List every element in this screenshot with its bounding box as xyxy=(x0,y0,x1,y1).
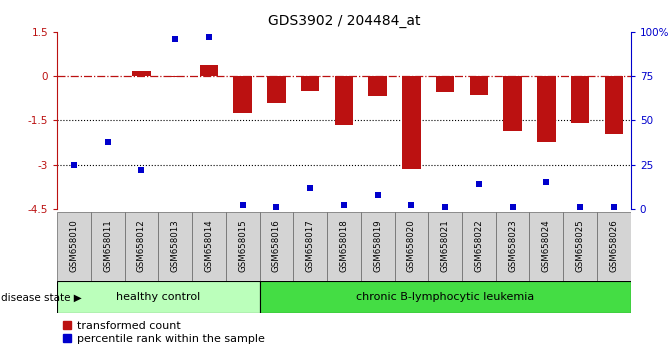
Text: GSM658023: GSM658023 xyxy=(508,219,517,272)
Point xyxy=(372,192,383,198)
Text: GSM658025: GSM658025 xyxy=(576,219,584,272)
Point xyxy=(68,162,79,167)
Point xyxy=(507,204,518,210)
Text: chronic B-lymphocytic leukemia: chronic B-lymphocytic leukemia xyxy=(356,292,534,302)
Text: GSM658018: GSM658018 xyxy=(340,219,348,272)
Bar xyxy=(361,212,395,281)
Legend: transformed count, percentile rank within the sample: transformed count, percentile rank withi… xyxy=(62,321,265,344)
Bar xyxy=(57,281,260,313)
Bar xyxy=(563,212,597,281)
Title: GDS3902 / 204484_at: GDS3902 / 204484_at xyxy=(268,14,420,28)
Bar xyxy=(537,76,556,143)
Text: disease state ▶: disease state ▶ xyxy=(1,293,82,303)
Bar xyxy=(571,76,589,123)
Bar xyxy=(132,71,151,76)
Bar xyxy=(496,212,529,281)
Bar xyxy=(301,76,319,91)
Text: GSM658011: GSM658011 xyxy=(103,219,112,272)
Point xyxy=(238,202,248,208)
Bar xyxy=(166,76,185,77)
Point xyxy=(609,204,619,210)
Bar xyxy=(605,76,623,134)
Bar xyxy=(64,75,83,76)
Text: GSM658013: GSM658013 xyxy=(170,219,180,272)
Bar xyxy=(199,65,218,76)
Bar xyxy=(470,76,488,95)
Bar xyxy=(260,281,631,313)
Text: GSM658020: GSM658020 xyxy=(407,219,416,272)
Bar xyxy=(503,76,522,131)
Text: GSM658014: GSM658014 xyxy=(205,219,213,272)
Bar xyxy=(260,212,293,281)
Text: healthy control: healthy control xyxy=(116,292,201,302)
Text: GSM658024: GSM658024 xyxy=(542,219,551,272)
Point xyxy=(575,204,586,210)
Text: GSM658010: GSM658010 xyxy=(69,219,79,272)
Bar xyxy=(293,212,327,281)
Text: GSM658015: GSM658015 xyxy=(238,219,247,272)
Bar xyxy=(436,76,454,92)
Text: GSM658017: GSM658017 xyxy=(305,219,315,272)
Bar xyxy=(192,212,225,281)
Point xyxy=(440,204,450,210)
Bar xyxy=(462,212,496,281)
Bar xyxy=(57,212,91,281)
Bar xyxy=(402,76,421,169)
Bar xyxy=(158,212,192,281)
Point xyxy=(271,204,282,210)
Text: GSM658016: GSM658016 xyxy=(272,219,281,272)
Point xyxy=(305,185,315,190)
Bar xyxy=(529,212,563,281)
Bar xyxy=(597,212,631,281)
Point xyxy=(541,179,552,185)
Point xyxy=(474,181,484,187)
Bar xyxy=(395,212,428,281)
Bar xyxy=(428,212,462,281)
Text: GSM658022: GSM658022 xyxy=(474,219,483,272)
Bar xyxy=(125,212,158,281)
Bar xyxy=(225,212,260,281)
Text: GSM658019: GSM658019 xyxy=(373,219,382,272)
Bar xyxy=(91,212,125,281)
Bar xyxy=(368,76,387,96)
Point xyxy=(406,202,417,208)
Text: GSM658021: GSM658021 xyxy=(441,219,450,272)
Text: GSM658012: GSM658012 xyxy=(137,219,146,272)
Point xyxy=(102,139,113,144)
Point xyxy=(170,36,180,42)
Bar xyxy=(335,76,353,125)
Text: GSM658026: GSM658026 xyxy=(609,219,619,272)
Bar xyxy=(234,76,252,113)
Bar xyxy=(267,76,286,103)
Point xyxy=(136,167,147,173)
Point xyxy=(203,34,214,40)
Bar xyxy=(327,212,361,281)
Point xyxy=(339,202,350,208)
